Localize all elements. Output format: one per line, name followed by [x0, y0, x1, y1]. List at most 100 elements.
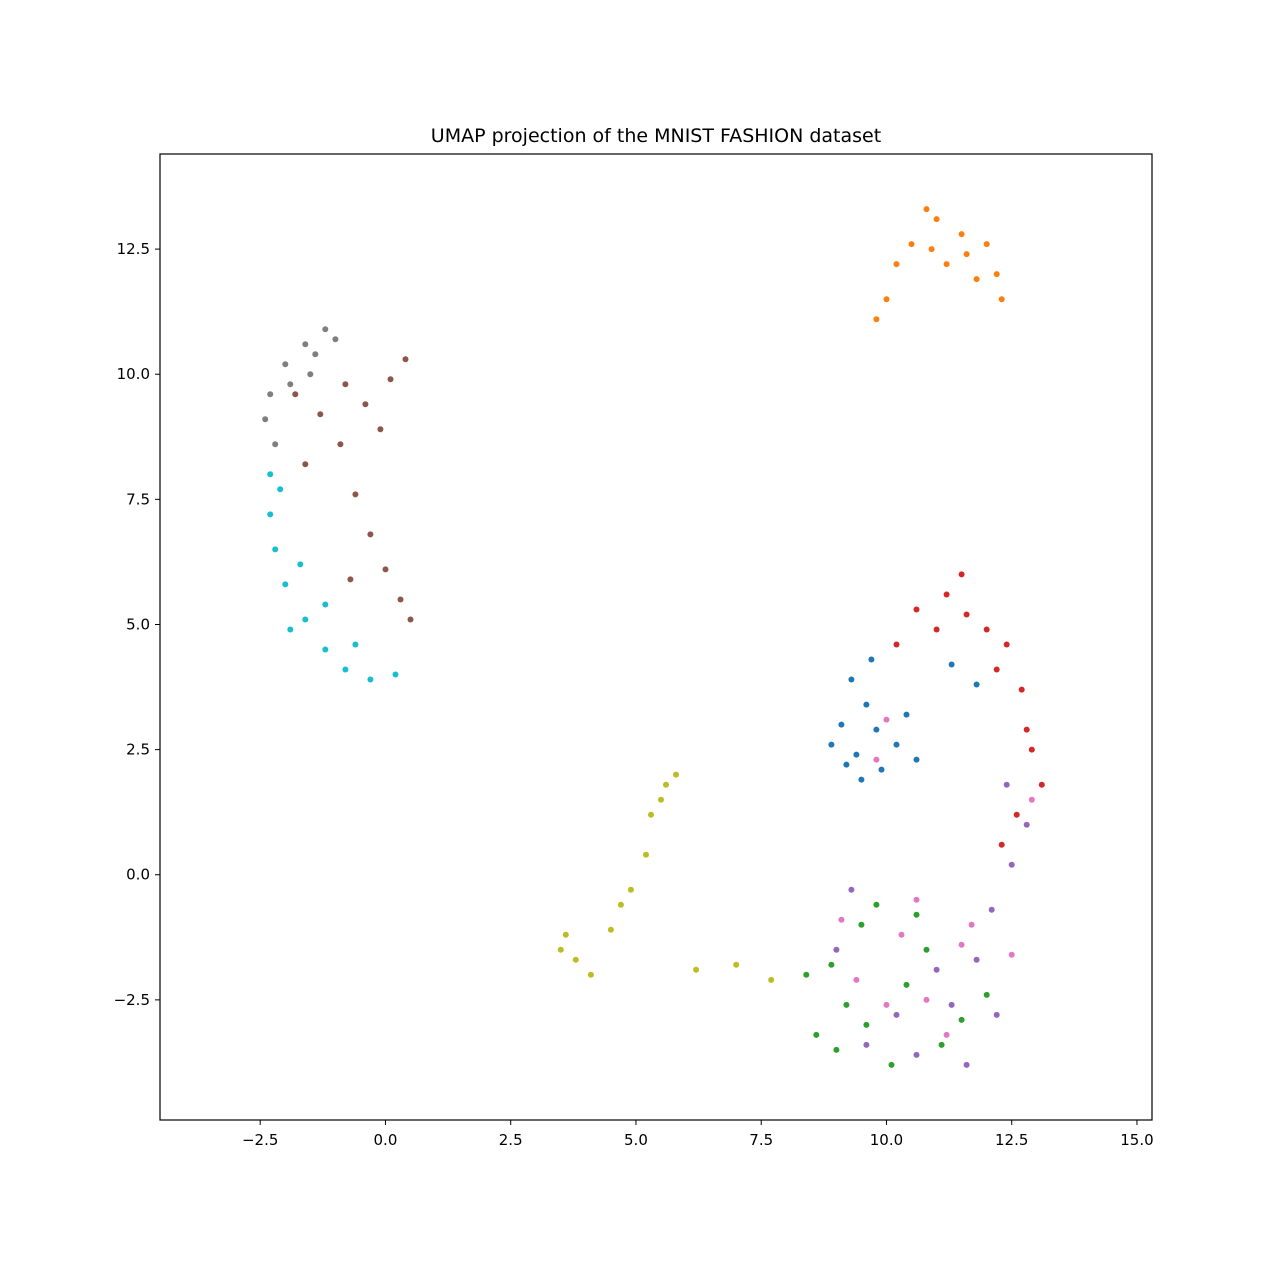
y-tick-label: 5.0 — [126, 615, 150, 633]
data-point-c6-p9 — [838, 916, 845, 923]
x-tick-label: 10.0 — [870, 1131, 903, 1149]
data-point-c5-p5 — [352, 491, 359, 498]
data-point-c5-p12 — [302, 461, 309, 468]
data-point-c1-p0 — [908, 241, 915, 248]
data-point-c6-p12 — [1028, 796, 1035, 803]
data-point-c1-p9 — [873, 316, 880, 323]
data-point-c6-p2 — [853, 976, 860, 983]
data-point-c7-p0 — [302, 341, 309, 348]
data-point-c5-p11 — [377, 426, 384, 433]
data-point-c8-p14 — [617, 901, 624, 908]
data-point-c1-p11 — [923, 206, 930, 213]
data-point-c4-p6 — [988, 906, 995, 913]
x-tick-label: 7.5 — [749, 1131, 773, 1149]
data-point-c7-p2 — [282, 361, 289, 368]
data-point-c8-p9 — [693, 966, 700, 973]
data-point-c6-p3 — [968, 921, 975, 928]
data-point-c7-p8 — [312, 351, 319, 358]
data-point-c2-p8 — [983, 991, 990, 998]
data-point-c0-p0 — [848, 676, 855, 683]
y-tick-label: 7.5 — [126, 490, 150, 508]
data-point-c8-p8 — [673, 771, 679, 778]
data-point-c2-p10 — [873, 901, 880, 908]
y-tick-label: 2.5 — [126, 741, 150, 759]
data-point-c5-p13 — [347, 576, 354, 583]
data-point-c4-p1 — [833, 946, 840, 953]
data-point-c3-p2 — [983, 626, 990, 633]
data-point-c0-p11 — [913, 756, 920, 763]
data-point-c9-p9 — [297, 561, 304, 568]
data-point-c8-p5 — [643, 851, 649, 858]
y-tick-label: 10.0 — [117, 365, 150, 383]
data-point-c6-p7 — [883, 716, 890, 723]
plot-area-frame — [159, 153, 1153, 1121]
data-point-c0-p1 — [863, 701, 870, 708]
data-point-c1-p4 — [943, 261, 950, 268]
data-point-c8-p13 — [658, 796, 664, 803]
data-point-c9-p7 — [367, 676, 374, 683]
data-point-c1-p2 — [958, 231, 965, 238]
data-point-c7-p3 — [307, 371, 314, 378]
data-point-c8-p6 — [648, 811, 654, 818]
data-point-c4-p7 — [1008, 861, 1015, 868]
data-point-c3-p11 — [1013, 811, 1020, 818]
data-point-c9-p4 — [302, 616, 309, 623]
data-point-c9-p0 — [267, 471, 274, 478]
data-point-c9-p6 — [342, 666, 349, 673]
data-point-c2-p2 — [833, 1046, 840, 1053]
data-point-c9-p13 — [287, 626, 294, 633]
data-point-c5-p4 — [337, 441, 344, 448]
data-point-c2-p12 — [938, 1041, 945, 1048]
data-point-c0-p4 — [878, 766, 885, 773]
data-point-c3-p3 — [1003, 641, 1010, 648]
data-point-c4-p2 — [863, 1041, 870, 1048]
data-point-c3-p9 — [1028, 746, 1035, 753]
data-point-c2-p1 — [843, 1001, 850, 1008]
data-point-c0-p6 — [838, 721, 845, 728]
data-point-c3-p1 — [963, 611, 970, 618]
data-point-c1-p3 — [983, 241, 990, 248]
data-point-c7-p6 — [272, 441, 279, 448]
x-tick-label: 15.0 — [1120, 1131, 1153, 1149]
data-point-c9-p10 — [322, 601, 329, 608]
data-point-c1-p13 — [928, 246, 935, 253]
data-point-c4-p8 — [1023, 821, 1030, 828]
data-point-c2-p3 — [863, 1021, 870, 1028]
data-point-c6-p10 — [923, 996, 930, 1003]
data-point-c5-p9 — [407, 616, 414, 623]
x-tick-label: 2.5 — [499, 1131, 523, 1149]
data-point-c0-p3 — [853, 751, 860, 758]
data-point-c5-p3 — [402, 356, 409, 363]
x-tick-label: 12.5 — [995, 1131, 1028, 1149]
data-point-c0-p8 — [868, 656, 875, 663]
chart-title: UMAP projection of the MNIST FASHION dat… — [431, 125, 881, 147]
data-point-c2-p7 — [958, 1016, 965, 1023]
x-tick-label: 0.0 — [374, 1131, 398, 1149]
data-point-c3-p13 — [1023, 726, 1030, 733]
data-point-c5-p0 — [342, 381, 349, 388]
y-tick-label: 0.0 — [126, 866, 150, 884]
data-point-c1-p8 — [883, 296, 890, 303]
data-point-c9-p11 — [277, 486, 284, 493]
data-point-c5-p7 — [382, 566, 389, 573]
data-point-c0-p14 — [843, 761, 850, 768]
data-point-c8-p10 — [733, 961, 740, 968]
data-point-c4-p13 — [1003, 781, 1010, 788]
data-point-c0-p2 — [873, 726, 880, 733]
data-point-c3-p8 — [1018, 686, 1025, 693]
data-point-c3-p14 — [893, 641, 900, 648]
data-point-c5-p8 — [397, 596, 404, 603]
data-point-c1-p5 — [973, 276, 980, 283]
points-layer — [262, 206, 1045, 1068]
data-point-c2-p4 — [888, 1061, 895, 1068]
data-point-c1-p6 — [993, 271, 1000, 278]
data-point-c8-p0 — [562, 931, 569, 938]
data-point-c8-p1 — [572, 956, 579, 963]
data-point-c5-p10 — [317, 411, 324, 418]
data-point-c1-p7 — [893, 261, 900, 268]
data-point-c9-p5 — [322, 646, 329, 653]
data-point-c2-p13 — [803, 971, 810, 978]
y-tick-label: −2.5 — [114, 991, 150, 1009]
data-point-c4-p3 — [913, 1051, 920, 1058]
y-tick-label: 12.5 — [117, 240, 150, 258]
